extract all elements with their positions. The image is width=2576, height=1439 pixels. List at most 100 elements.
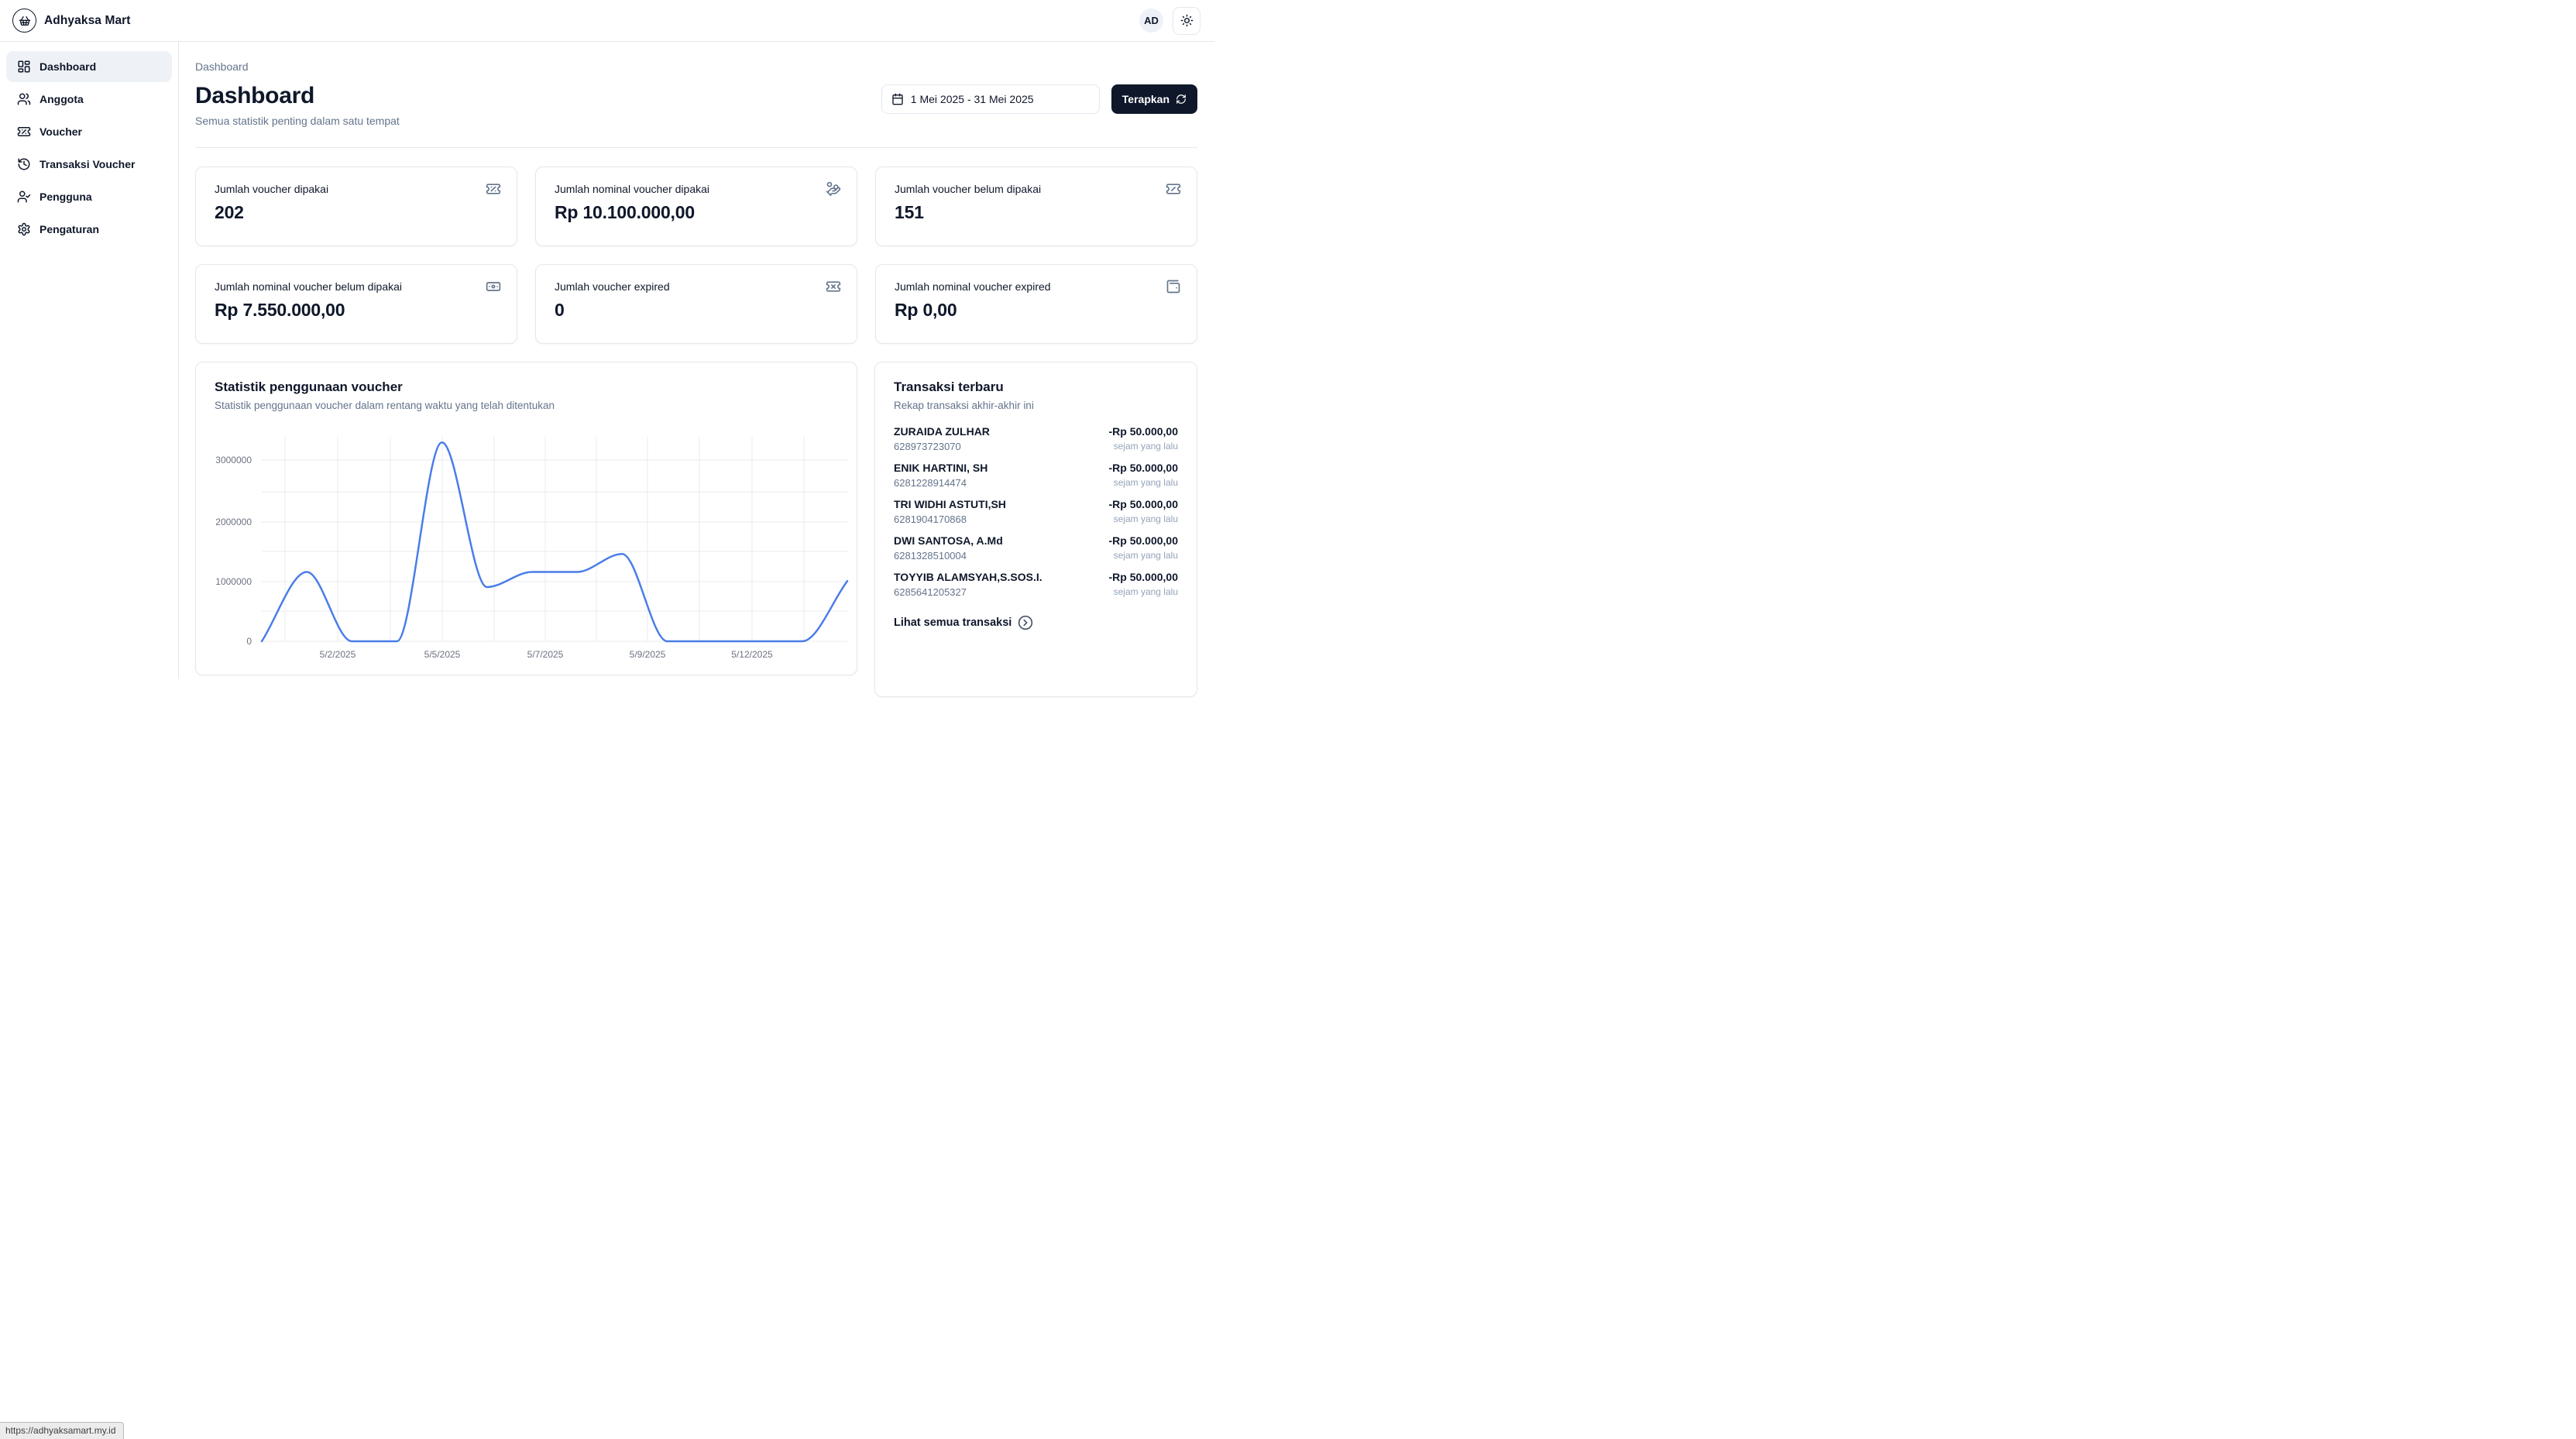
sidebar-item-label: Voucher [39,125,82,138]
user-check-icon [17,191,31,203]
y-tick: 3000000 [215,455,252,465]
transaction-time: sejam yang lalu [1113,477,1178,488]
view-all-transactions-link[interactable]: Lihat semua transaksi [894,615,1178,630]
calendar-icon [892,93,903,105]
x-tick: 5/7/2025 [527,649,564,660]
transaction-amount: -Rp 50.000,00 [1108,534,1179,547]
link-preview-status-bar: https://adhyaksamart.my.id [0,1422,124,1439]
page-title: Dashboard [195,83,314,108]
ticket-percent-icon [486,181,501,201]
transaction-amount: -Rp 50.000,00 [1108,462,1179,474]
x-tick: 5/12/2025 [731,649,773,660]
brand: Adhyaksa Mart [12,9,131,33]
shopping-basket-logo-icon [12,9,36,33]
transaction-number: 6281328510004 [894,550,967,562]
stat-card-voucher-belum-dipakai: Jumlah voucher belum dipakai 151 [875,167,1197,246]
stat-value: 0 [555,300,565,320]
transaction-name: ZURAIDA ZULHAR [894,425,990,438]
transaction-amount: -Rp 50.000,00 [1108,498,1179,510]
stat-value: Rp 7.550.000,00 [215,300,345,320]
stat-label: Jumlah nominal voucher dipakai [555,183,709,195]
stat-value: 151 [895,202,924,222]
transaction-name: TOYYIB ALAMSYAH,S.SOS.I. [894,571,1042,583]
voucher-usage-chart: 3000000 2000000 1000000 0 5/2/2025 5/5/2… [215,437,849,660]
transaction-time: sejam yang lalu [1113,441,1178,452]
voucher-usage-chart-card: 3000000 2000000 1000000 0 5/2/2025 5/5/2… [195,362,857,675]
stat-label: Jumlah nominal voucher belum dipakai [215,280,403,293]
y-tick: 0 [246,636,252,647]
transaction-name: ENIK HARTINI, SH [894,462,988,474]
sidebar-item-voucher[interactable]: Voucher [6,116,172,147]
chart-card-title: Statistik penggunaan voucher [215,379,403,394]
sidebar-item-label: Anggota [39,93,84,105]
header-divider [195,147,1197,148]
transactions-list: ZURAIDA ZULHAR 628973723070 -Rp 50.000,0… [894,425,1178,598]
apply-button[interactable]: Terapkan [1111,84,1197,114]
stat-label: Jumlah voucher expired [555,280,670,293]
stat-value: Rp 10.100.000,00 [555,202,695,222]
sidebar-item-dashboard[interactable]: Dashboard [6,51,172,82]
brand-name: Adhyaksa Mart [44,13,131,27]
y-tick: 2000000 [215,517,252,527]
transaction-number: 628973723070 [894,441,961,452]
transaction-number: 6281904170868 [894,513,967,525]
stat-card-nominal-expired: Jumlah nominal voucher expired Rp 0,00 [875,264,1197,344]
circle-chevron-right-icon [1018,615,1033,630]
transaction-name: TRI WIDHI ASTUTI,SH [894,498,1006,510]
sidebar-item-label: Dashboard [39,60,97,73]
settings-gear-icon [18,222,30,236]
chart-line-series [260,441,849,643]
ticket-slash-icon [1166,181,1181,201]
stat-value: Rp 0,00 [895,300,957,320]
sidebar-item-pengguna[interactable]: Pengguna [6,181,172,212]
stat-value: 202 [215,202,244,222]
sidebar-item-label: Transaksi Voucher [39,158,136,170]
sidebar-item-label: Pengaturan [39,223,100,235]
top-bar: Adhyaksa Mart AD [0,0,1214,42]
y-tick: 1000000 [215,576,252,587]
stat-card-nominal-dipakai: Jumlah nominal voucher dipakai Rp 10.100… [535,167,857,246]
stat-label: Jumlah voucher belum dipakai [895,183,1042,195]
ticket-percent-icon [17,127,31,136]
transaction-time: sejam yang lalu [1113,550,1178,561]
transaction-time: sejam yang lalu [1113,586,1178,597]
history-icon [18,158,30,170]
transaction-row: TRI WIDHI ASTUTI,SH 6281904170868 -Rp 50… [894,498,1178,525]
sidebar-item-label: Pengguna [39,191,92,203]
date-range-value: 1 Mei 2025 - 31 Mei 2025 [910,93,1034,105]
transaction-amount: -Rp 50.000,00 [1108,425,1179,438]
chart-vertical-gridlines [284,437,805,641]
main-content: Dashboard Dashboard Semua statistik pent… [179,42,1214,697]
sun-icon [1180,14,1193,27]
breadcrumb: Dashboard [195,60,249,73]
sidebar-item-transaksi-voucher[interactable]: Transaksi Voucher [6,149,172,180]
transaction-row: ENIK HARTINI, SH 6281228914474 -Rp 50.00… [894,462,1178,489]
user-avatar[interactable]: AD [1139,9,1163,33]
hand-coins-icon [826,181,841,201]
stat-label: Jumlah voucher dipakai [215,183,329,195]
recent-transactions-card: Transaksi terbaru Rekap transaksi akhir-… [874,362,1197,697]
transaction-row: ZURAIDA ZULHAR 628973723070 -Rp 50.000,0… [894,425,1178,452]
transaction-name: DWI SANTOSA, A.Md [894,534,1003,547]
transaction-row: DWI SANTOSA, A.Md 6281328510004 -Rp 50.0… [894,534,1178,562]
x-tick: 5/9/2025 [630,649,666,660]
chart-y-axis-labels: 3000000 2000000 1000000 0 [215,455,252,647]
stat-card-voucher-expired: Jumlah voucher expired 0 [535,264,857,344]
x-tick: 5/2/2025 [320,649,356,660]
theme-toggle-button[interactable] [1173,6,1200,35]
stat-card-voucher-dipakai: Jumlah voucher dipakai 202 [195,167,517,246]
transactions-title: Transaksi terbaru [894,379,1004,394]
users-icon [17,93,31,105]
stat-cards-grid: Jumlah voucher dipakai 202 Jumlah nomina… [195,167,1197,344]
chart-card-subtitle: Statistik penggunaan voucher dalam renta… [215,400,555,411]
transaction-row: TOYYIB ALAMSYAH,S.SOS.I. 6285641205327 -… [894,571,1178,598]
transaction-time: sejam yang lalu [1113,513,1178,524]
date-range-input[interactable]: 1 Mei 2025 - 31 Mei 2025 [881,84,1100,114]
layout-dashboard-icon [18,60,30,73]
x-tick: 5/5/2025 [424,649,461,660]
sidebar-item-anggota[interactable]: Anggota [6,84,172,115]
apply-button-label: Terapkan [1121,93,1170,105]
sidebar-item-pengaturan[interactable]: Pengaturan [6,214,172,245]
transaction-number: 6285641205327 [894,586,967,598]
stat-label: Jumlah nominal voucher expired [895,280,1051,293]
